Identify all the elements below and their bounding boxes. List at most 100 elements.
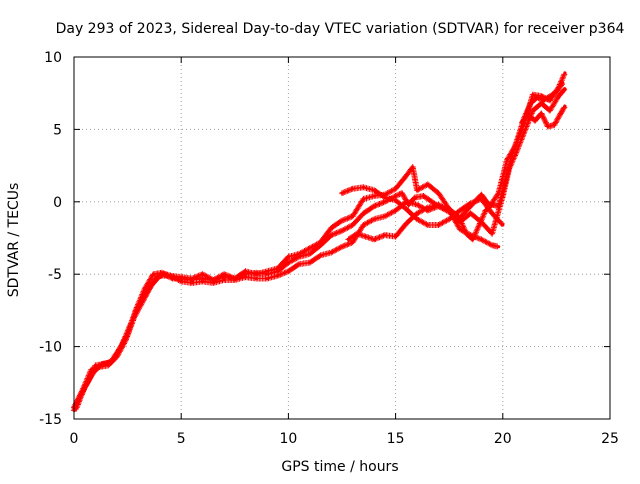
data-point xyxy=(363,234,368,239)
data-point xyxy=(190,276,194,281)
grid-layer xyxy=(74,57,610,419)
data-point xyxy=(383,200,387,204)
data-point xyxy=(100,362,104,366)
data-point xyxy=(117,347,121,352)
data-point xyxy=(372,237,376,242)
data-point xyxy=(340,219,344,223)
data-point xyxy=(548,108,552,113)
data-point xyxy=(430,200,434,204)
data-layer xyxy=(71,71,568,414)
data-point xyxy=(372,194,376,198)
data-point xyxy=(372,188,376,192)
y-tick-label: -10 xyxy=(39,340,62,356)
chart-title: Day 293 of 2023, Sidereal Day-to-day VTE… xyxy=(56,21,625,37)
data-point xyxy=(496,245,501,249)
x-tick-label: 20 xyxy=(494,431,512,447)
data-point xyxy=(531,108,535,113)
data-point xyxy=(276,274,280,278)
data-point xyxy=(546,124,550,129)
y-tick-label: -5 xyxy=(48,267,62,283)
data-point xyxy=(533,119,537,123)
data-point xyxy=(501,223,505,227)
x-axis-label: GPS time / hours xyxy=(281,459,398,475)
data-point xyxy=(514,143,518,147)
data-point xyxy=(522,130,526,134)
data-point xyxy=(415,203,419,207)
data-point xyxy=(372,217,376,221)
data-point xyxy=(201,279,205,284)
data-point xyxy=(479,237,483,242)
data-point xyxy=(447,217,451,221)
data-point xyxy=(254,272,258,276)
data-point xyxy=(351,187,355,191)
data-point xyxy=(404,207,408,211)
data-point xyxy=(539,101,543,105)
data-point xyxy=(308,246,312,250)
data-point xyxy=(505,158,509,162)
data-point xyxy=(436,203,441,207)
data-point xyxy=(458,227,462,231)
data-point xyxy=(74,407,78,411)
tick-layer: 0 5 10 15 20 25 -15 -10 -5 0 5 10 xyxy=(39,50,619,447)
series-track-d xyxy=(345,201,501,250)
x-tick-label: 10 xyxy=(279,431,297,447)
data-point xyxy=(340,229,344,233)
data-point xyxy=(479,197,483,201)
data-point xyxy=(539,94,543,98)
plot-frame xyxy=(73,56,611,420)
data-point xyxy=(394,187,398,191)
data-point xyxy=(383,214,387,218)
y-tick-label: 10 xyxy=(44,50,62,66)
data-point xyxy=(286,269,290,273)
data-point xyxy=(526,113,531,117)
data-point xyxy=(222,272,226,276)
data-point xyxy=(400,191,404,195)
data-point xyxy=(143,287,147,291)
data-point xyxy=(559,111,563,116)
data-point xyxy=(179,279,183,284)
data-point xyxy=(308,252,312,256)
data-point xyxy=(134,307,138,311)
data-point xyxy=(329,233,333,237)
data-point xyxy=(351,240,355,244)
data-point xyxy=(243,275,248,279)
x-tick-label: 15 xyxy=(387,431,405,447)
data-point xyxy=(552,123,556,127)
y-tick-label: 5 xyxy=(53,122,62,138)
series-track-c xyxy=(73,71,568,412)
data-point xyxy=(415,217,419,221)
data-point xyxy=(346,237,351,242)
data-point xyxy=(179,275,183,279)
data-point xyxy=(329,226,333,230)
data-point xyxy=(394,208,398,213)
data-point xyxy=(404,174,408,178)
data-point xyxy=(372,204,376,208)
data-point xyxy=(297,252,301,256)
data-point xyxy=(415,211,419,215)
data-point xyxy=(436,191,441,195)
data-point xyxy=(426,223,430,227)
data-point xyxy=(563,71,567,75)
data-point xyxy=(469,201,473,205)
data-point xyxy=(436,223,441,227)
data-point xyxy=(496,191,501,195)
data-point xyxy=(190,281,194,285)
data-point xyxy=(415,188,419,192)
data-point xyxy=(361,223,366,227)
data-point xyxy=(243,269,248,273)
data-point xyxy=(361,185,366,189)
data-point xyxy=(108,360,113,365)
data-point xyxy=(563,87,567,91)
data-point xyxy=(201,272,205,276)
data-point xyxy=(91,371,95,375)
data-point xyxy=(539,111,543,116)
data-point xyxy=(308,261,312,265)
data-point xyxy=(520,120,524,124)
data-point xyxy=(151,272,155,276)
data-point xyxy=(351,223,355,227)
data-point xyxy=(329,250,333,255)
data-point xyxy=(458,208,462,213)
data-point xyxy=(286,261,290,265)
